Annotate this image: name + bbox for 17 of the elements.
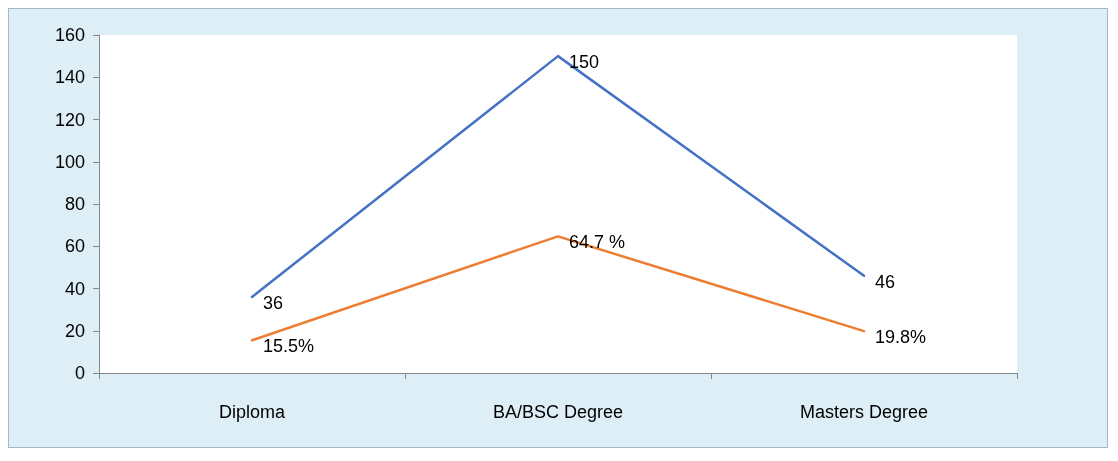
y-tick-label: 140 (54, 67, 85, 88)
y-tick-label: 80 (64, 194, 85, 214)
data-label: 19.8% (875, 327, 927, 348)
y-tick-label: 120 (54, 109, 85, 130)
data-label: 46 (875, 271, 896, 292)
x-tick-label: Masters Degree (799, 402, 929, 422)
y-tick-label: 60 (64, 236, 85, 257)
data-label: 36 (263, 292, 284, 313)
x-tick-label: BA/BSC Degree (492, 402, 624, 422)
y-tick-label: 160 (54, 25, 85, 45)
x-tick-label: Diploma (218, 402, 286, 422)
y-tick-label: 20 (64, 320, 85, 341)
y-tick-label: 0 (74, 363, 85, 383)
y-tick-label: 100 (54, 151, 85, 172)
y-tick-label: 40 (64, 278, 85, 299)
data-label: 150 (569, 52, 600, 73)
data-label: 15.5% (263, 336, 315, 357)
